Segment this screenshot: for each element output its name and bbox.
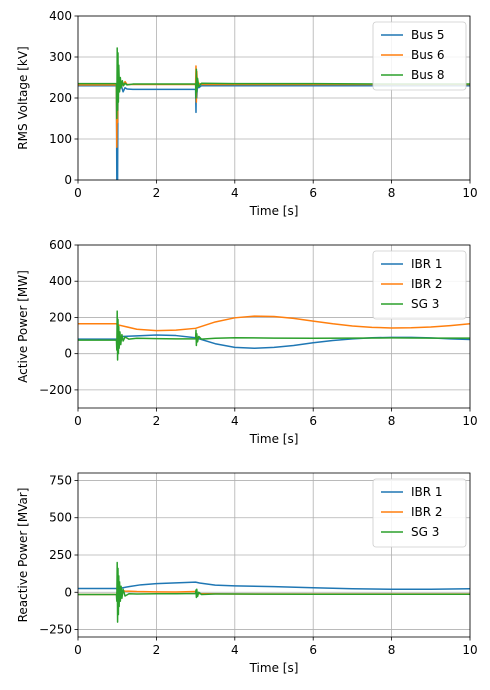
legend: Bus 5 Bus 6 Bus 8 xyxy=(372,21,467,91)
x-tick-label: 10 xyxy=(462,643,477,657)
legend-entry: IBR 1 xyxy=(411,485,443,499)
y-tick-label: 750 xyxy=(49,473,72,487)
legend-entry: SG 3 xyxy=(411,297,439,311)
y-tick-label: 0 xyxy=(64,173,72,187)
y-tick-label: 0 xyxy=(64,585,72,599)
x-tick-label: 10 xyxy=(462,414,477,428)
x-tick-label: 8 xyxy=(388,414,396,428)
legend-box xyxy=(372,250,467,320)
y-tick-label: 100 xyxy=(49,132,72,146)
series-line-3 xyxy=(78,310,470,361)
legend-box xyxy=(372,21,467,91)
y-tick-label: 500 xyxy=(49,511,72,525)
y-tick-label: 250 xyxy=(49,548,72,562)
x-tick-label: 8 xyxy=(388,643,396,657)
series-line-3 xyxy=(78,561,470,623)
y-tick-label: −200 xyxy=(39,383,72,397)
legend-entry: Bus 5 xyxy=(411,28,445,42)
legend-entry: IBR 2 xyxy=(411,505,443,519)
y-tick-label: 300 xyxy=(49,50,72,64)
x-tick-label: 4 xyxy=(231,643,239,657)
x-tick-label: 6 xyxy=(309,414,317,428)
x-tick-label: 4 xyxy=(231,414,239,428)
series-line-1 xyxy=(78,334,470,349)
series-line-1 xyxy=(78,72,470,180)
y-tick-label: 400 xyxy=(49,9,72,23)
legend-entry: IBR 1 xyxy=(411,257,443,271)
series-line-1 xyxy=(78,581,470,591)
y-axis-label: RMS Voltage [kV] xyxy=(16,46,30,149)
x-tick-label: 2 xyxy=(153,414,161,428)
x-tick-label: 4 xyxy=(231,186,239,200)
x-tick-label: 8 xyxy=(388,186,396,200)
legend-box xyxy=(372,478,467,548)
x-tick-label: 10 xyxy=(462,186,477,200)
legend-entry: Bus 6 xyxy=(411,48,445,62)
y-tick-label: −250 xyxy=(39,623,72,637)
legend: IBR 1 IBR 2 SG 3 xyxy=(372,478,467,548)
legend: IBR 1 IBR 2 SG 3 xyxy=(372,250,467,320)
chart-panel-2: 0 2 4 6 8 10 −200 0 200 400 600 Time [s] Active Powe… xyxy=(16,238,478,446)
x-tick-label: 0 xyxy=(74,643,82,657)
y-tick-label: 200 xyxy=(49,91,72,105)
x-tick-label: 2 xyxy=(153,186,161,200)
series-line-2 xyxy=(78,315,470,332)
legend-entry: Bus 8 xyxy=(411,68,445,82)
y-axis-label: Reactive Power [MVar] xyxy=(16,488,30,623)
x-tick-label: 0 xyxy=(74,186,82,200)
y-tick-label: 0 xyxy=(64,347,72,361)
x-tick-label: 6 xyxy=(309,643,317,657)
x-axis-label: Time [s] xyxy=(249,661,299,675)
y-tick-label: 400 xyxy=(49,274,72,288)
y-tick-label: 200 xyxy=(49,310,72,324)
x-tick-label: 6 xyxy=(309,186,317,200)
legend-entry: IBR 2 xyxy=(411,277,443,291)
y-tick-label: 600 xyxy=(49,238,72,252)
axes-frame xyxy=(77,244,471,409)
x-axis-label: Time [s] xyxy=(249,432,299,446)
y-axis-label: Active Power [MW] xyxy=(16,270,30,383)
legend-entry: SG 3 xyxy=(411,525,439,539)
x-axis-label: Time [s] xyxy=(249,204,299,218)
series-line-3 xyxy=(78,47,470,120)
x-tick-label: 2 xyxy=(153,643,161,657)
x-tick-label: 0 xyxy=(74,414,82,428)
